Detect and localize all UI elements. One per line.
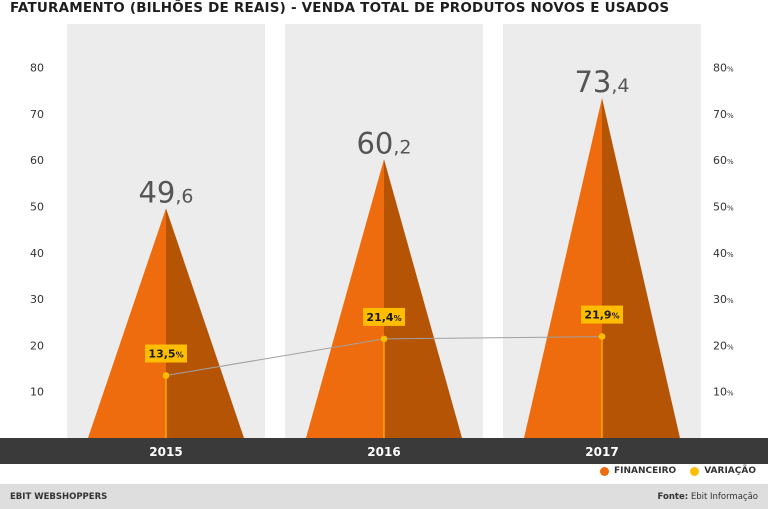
point-variacao-2017: [598, 333, 606, 340]
data-label-box-variacao-2015: [145, 344, 187, 363]
bar-financeiro-2016-shade: [384, 159, 462, 439]
data-label-box-variacao-2016: [363, 307, 405, 326]
bar-financeiro-2015-shade: [166, 208, 244, 438]
legend-dot-financeiro: [599, 466, 609, 476]
footer-brand: EBIT WEBSHOPPERS: [10, 492, 108, 502]
legend-item-variacao: VARIAÇÃO: [690, 466, 756, 476]
x-tick-label-2015: 2015: [149, 445, 182, 459]
x-tick-label-2016: 2016: [367, 445, 400, 459]
bar-financeiro-2017-shade: [602, 98, 680, 439]
chart-title: FATURAMENTO (BILHÕES DE REAIS) - VENDA T…: [10, 0, 670, 16]
y-left-tick-label: 50: [30, 201, 44, 214]
data-label-variacao-2015: 13,5%: [148, 347, 183, 360]
point-variacao-2015: [162, 372, 170, 379]
footer: EBIT WEBSHOPPERS Fonte: Ebit Informação: [0, 484, 768, 509]
y-left-tick-label: 80: [30, 62, 44, 75]
x-axis-band: [0, 438, 768, 464]
y-right-tick-label: 80%: [713, 62, 734, 75]
legend-label-variacao: VARIAÇÃO: [704, 466, 756, 476]
data-label-variacao-2017: 21,9%: [584, 309, 619, 322]
bar-financeiro-2016-light: [306, 159, 384, 439]
bar-financeiro-2015-light: [88, 208, 166, 438]
y-right-tick-label: 20%: [713, 339, 734, 352]
y-right-tick-label: 40%: [713, 247, 734, 260]
y-left-tick-label: 70: [30, 108, 44, 121]
y-right-tick-label: 10%: [713, 386, 734, 399]
x-tick-label-2017: 2017: [585, 445, 618, 459]
data-label-variacao-2016: 21,4%: [366, 311, 401, 324]
y-left-tick-label: 30: [30, 293, 44, 306]
y-left-tick-label: 10: [30, 386, 44, 399]
y-left-tick-label: 60: [30, 154, 44, 167]
y-right-tick-label: 50%: [713, 201, 734, 214]
bar-financeiro-2017-light: [524, 98, 602, 439]
legend-dot-variacao: [690, 466, 700, 476]
data-label-box-variacao-2017: [581, 305, 623, 324]
y-left-tick-label: 40: [30, 247, 44, 260]
legend: FINANCEIRO VARIAÇÃO: [599, 466, 756, 476]
y-right-tick-label: 60%: [713, 154, 734, 167]
legend-label-financeiro: FINANCEIRO: [613, 466, 677, 476]
y-right-tick-label: 30%: [713, 293, 734, 306]
footer-source: Fonte: Ebit Informação: [658, 492, 758, 502]
point-variacao-2016: [380, 335, 388, 343]
footer-source-label: Fonte:: [657, 492, 689, 502]
y-right-tick-label: 70%: [713, 108, 734, 121]
y-left-tick-label: 20: [30, 339, 44, 352]
footer-source-value: Ebit Informação: [690, 492, 758, 502]
legend-item-financeiro: FINANCEIRO: [599, 466, 677, 476]
